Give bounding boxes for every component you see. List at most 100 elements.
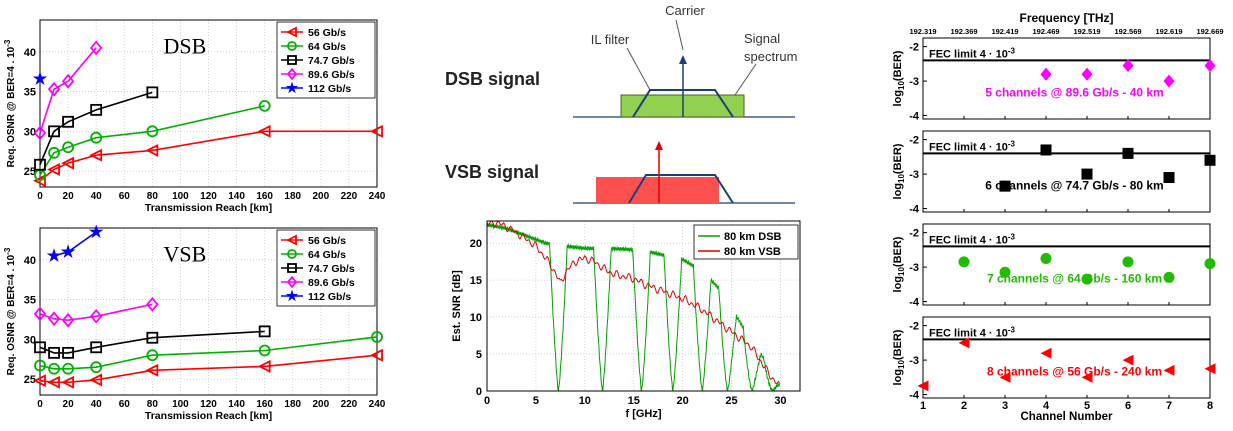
x-axis-label: f [GHz] <box>625 408 661 420</box>
x-tick-label: 80 <box>147 399 159 410</box>
data-point <box>257 359 271 373</box>
data-point <box>47 375 60 389</box>
data-point <box>258 325 271 338</box>
fec-limit-label: FEC limit 4 · 10-3 <box>929 46 1016 60</box>
series-80km-vsb <box>486 220 780 385</box>
y-tick-label: 15 <box>470 275 482 287</box>
x-tick-label: 20 <box>63 191 75 202</box>
y-tick-label: -4 <box>909 111 920 123</box>
data-point <box>146 349 159 362</box>
vsb-spectrum-block <box>596 177 719 203</box>
legend-label: 56 Gb/s <box>308 235 346 247</box>
carrier-leader <box>675 19 684 51</box>
plot-frame <box>39 227 378 396</box>
snr-spectrum-chart: 0 5 10 15 20 25 30 0 5 10 15 20 f [GHz] Est. SNR [dB]… <box>451 220 801 420</box>
fec-limit-label: FEC limit 4 · 10-3 <box>929 139 1016 153</box>
data-point <box>34 359 46 372</box>
series-112gbs <box>46 224 104 263</box>
ber-panel-2: -2 -3 -4 FEC limit 4 · 10-3 6 channels @ 74.… <box>892 130 1216 216</box>
x-tick-label: 25 <box>725 395 737 407</box>
signal-spectrum-label-1: Signal <box>744 31 780 46</box>
x-tick-label: 5 <box>1084 400 1090 412</box>
data-point <box>917 380 929 392</box>
dsb-signal-label: DSB signal <box>445 69 540 89</box>
signal-spectrum-label-2: spectrum <box>744 49 797 64</box>
legend-marker <box>287 249 297 259</box>
data-point <box>146 125 159 138</box>
spectrum-diagram: Carrier IL filter Signal spectrum DSB si… <box>445 3 797 204</box>
x-tick-label: 200 <box>312 191 329 202</box>
legend-label: 64 Gb/s <box>308 249 346 261</box>
osnr-dsb-chart: 0 20 40 60 80 100 120 140 160 180 200 220 240 25 30 35 4… <box>3 19 386 214</box>
y-tick-label: -4 <box>909 297 920 309</box>
x-tick-label: 5 <box>533 395 539 407</box>
data-point <box>46 248 62 263</box>
data-point <box>1163 364 1175 376</box>
data-point <box>1081 67 1093 81</box>
panel-frame <box>922 130 1211 213</box>
legend-box <box>693 224 799 260</box>
legend-marker <box>285 234 297 246</box>
x-tick-label: 80 <box>147 191 159 202</box>
x-tick-label: 160 <box>256 191 273 202</box>
data-point <box>1040 144 1052 156</box>
y-tick-label: -2 <box>909 228 919 240</box>
signal-leader <box>734 63 757 96</box>
data-point <box>1122 147 1134 159</box>
series-line <box>39 130 377 182</box>
x-tick-label: 120 <box>200 191 217 202</box>
data-point <box>62 115 74 128</box>
legend-marker <box>286 67 298 81</box>
x-tick-label: 20 <box>63 399 75 410</box>
freq-tick-label: 192.669 <box>1196 27 1223 36</box>
data-point <box>1081 371 1093 383</box>
series-80km-dsb <box>486 222 781 393</box>
freq-tick-label: 192.619 <box>1155 27 1182 36</box>
series-line <box>53 231 97 257</box>
series-line <box>39 330 265 354</box>
series-896gbs <box>33 40 103 141</box>
x-tick-label: 20 <box>677 395 689 407</box>
freq-tick-label: 192.519 <box>1073 27 1100 36</box>
legend-label: 89.6 Gb/s <box>308 69 355 81</box>
data-point <box>1204 154 1216 166</box>
top-axis-label: Frequency [THz] <box>1019 11 1113 25</box>
legend-label: 56 Gb/s <box>308 27 346 39</box>
x-tick-label: 4 <box>1043 400 1050 412</box>
fec-limit-label: FEC limit 4 · 10-3 <box>929 325 1016 339</box>
ber-panel-3: -2 -3 -4 FEC limit 4 · 10-3 7 channels @ 64 … <box>892 223 1216 309</box>
data-point <box>1040 252 1052 264</box>
legend-marker <box>287 263 297 273</box>
legend-label: 74.7 Gb/s <box>308 263 355 275</box>
data-point <box>1040 67 1052 81</box>
x-tick-label: 240 <box>369 399 386 410</box>
y-axis-label: Est. SNR [dB] <box>451 270 463 342</box>
data-point <box>1040 347 1052 359</box>
x-tick-label: 7 <box>1166 400 1172 412</box>
panel-caption: 6 channels @ 74.7 Gb/s - 80 km <box>985 178 1163 192</box>
data-point <box>60 244 76 259</box>
y-tick-label: -3 <box>909 76 919 88</box>
y-tick-label: -3 <box>909 262 919 274</box>
data-point <box>34 341 46 354</box>
legend-label: 80 km DSB <box>724 231 782 243</box>
panel-frame <box>922 316 1211 399</box>
x-tick-label: 60 <box>119 191 131 202</box>
data-point <box>33 125 47 141</box>
data-point <box>146 296 159 312</box>
data-point <box>369 124 383 138</box>
freq-tick-label: 192.369 <box>950 27 977 36</box>
x-tick-label: 0 <box>484 395 490 407</box>
data-point <box>1204 363 1216 375</box>
y-tick-label: -2 <box>909 321 919 333</box>
data-point <box>47 311 61 327</box>
x-tick-label: 220 <box>341 399 358 410</box>
data-point <box>1163 271 1175 283</box>
legend-label: 64 Gb/s <box>308 41 346 53</box>
freq-tick-label: 192.419 <box>991 27 1018 36</box>
data-point <box>1163 172 1175 184</box>
series-line <box>39 47 97 134</box>
x-tick-label: 10 <box>579 395 591 407</box>
data-point <box>1122 58 1134 73</box>
data-point <box>999 371 1011 383</box>
